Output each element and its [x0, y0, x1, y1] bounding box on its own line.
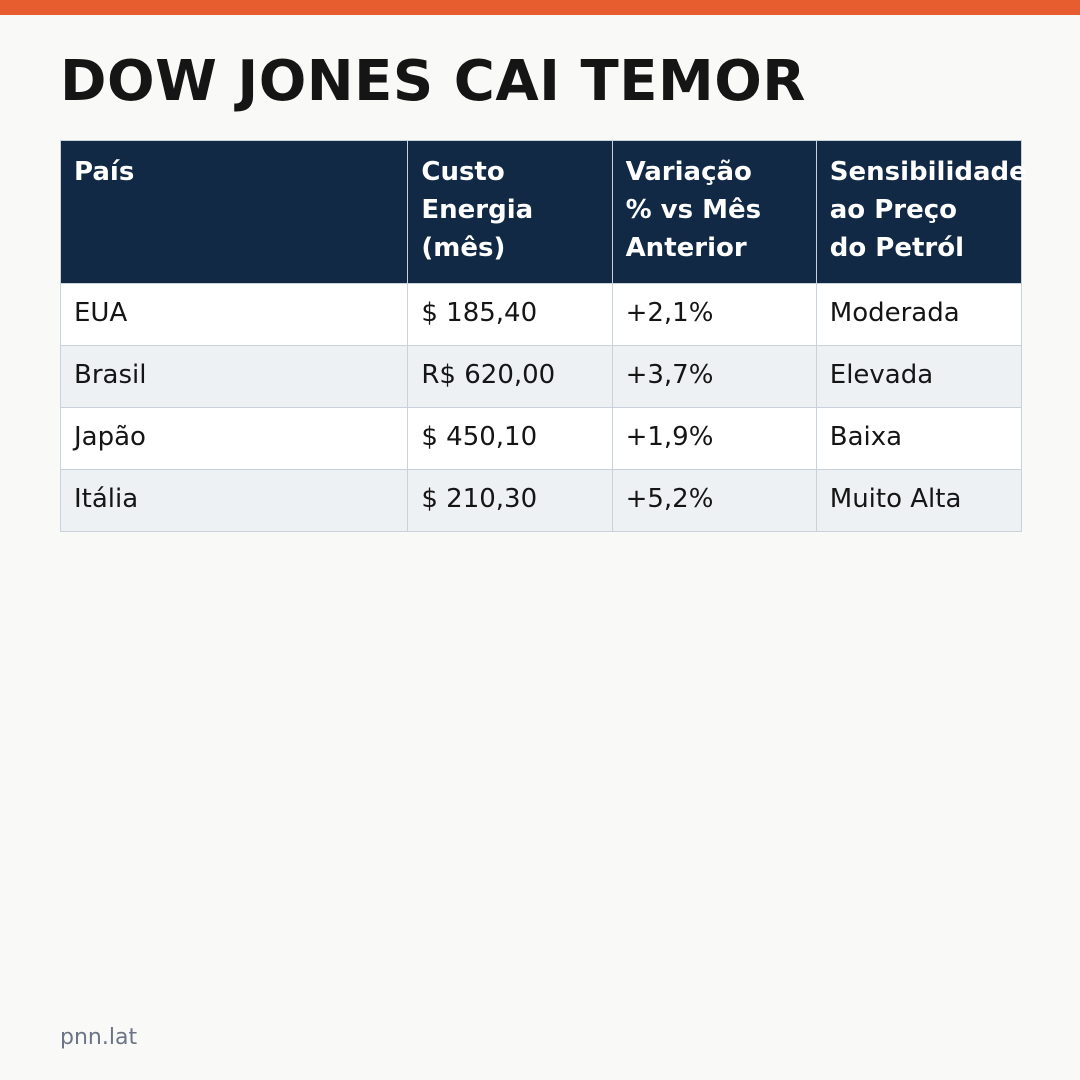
header-line: País	[74, 157, 135, 187]
cell-country: Itália	[59, 469, 409, 532]
header-variation: Variação % vs Mês Anterior	[611, 140, 817, 284]
cell-country: Brasil	[59, 345, 409, 408]
cell-country: Japão	[59, 407, 409, 470]
footer-source: pnn.lat	[60, 1025, 138, 1050]
cell-energy-cost: $ 450,10	[407, 407, 613, 470]
header-oil-sensitivity: Sensibilidade ao Preço do Petról	[815, 140, 1027, 284]
cell-country: EUA	[59, 283, 409, 346]
header-country: País	[59, 140, 409, 284]
header-line: % vs Mês	[625, 195, 762, 225]
cell-sensitivity: Elevada	[815, 345, 1023, 408]
cell-sensitivity: Baixa	[815, 407, 1023, 470]
cell-variation: +2,1%	[611, 283, 817, 346]
table-row: Japão $ 450,10 +1,9% Baixa	[59, 407, 1023, 470]
cell-energy-cost: $ 210,30	[407, 469, 613, 532]
page-title: DOW JONES CAI TEMOR	[60, 49, 806, 114]
header-line: ao Preço	[829, 195, 958, 225]
header-line: do Petról	[829, 233, 965, 263]
header-line: Variação	[625, 157, 752, 187]
header-energy-cost: Custo Energia (mês)	[407, 140, 613, 284]
cell-energy-cost: R$ 620,00	[407, 345, 613, 408]
table-row: Itália $ 210,30 +5,2% Muito Alta	[59, 469, 1023, 532]
cell-variation: +5,2%	[611, 469, 817, 532]
table-row: Brasil R$ 620,00 +3,7% Elevada	[59, 345, 1023, 408]
header-line: Sensibilidade	[829, 157, 1027, 187]
header-line: (mês)	[421, 233, 506, 263]
header-line: Energia	[421, 195, 534, 225]
energy-cost-table: País Custo Energia (mês) Variação % vs M…	[59, 140, 1027, 532]
cell-variation: +3,7%	[611, 345, 817, 408]
cell-sensitivity: Muito Alta	[815, 469, 1023, 532]
accent-top-bar	[0, 0, 1080, 15]
table-row: EUA $ 185,40 +2,1% Moderada	[59, 283, 1023, 346]
cell-energy-cost: $ 185,40	[407, 283, 613, 346]
header-line: Custo	[421, 157, 505, 187]
cell-variation: +1,9%	[611, 407, 817, 470]
cell-sensitivity: Moderada	[815, 283, 1023, 346]
table-header-row: País Custo Energia (mês) Variação % vs M…	[59, 140, 1027, 284]
header-line: Anterior	[625, 233, 747, 263]
